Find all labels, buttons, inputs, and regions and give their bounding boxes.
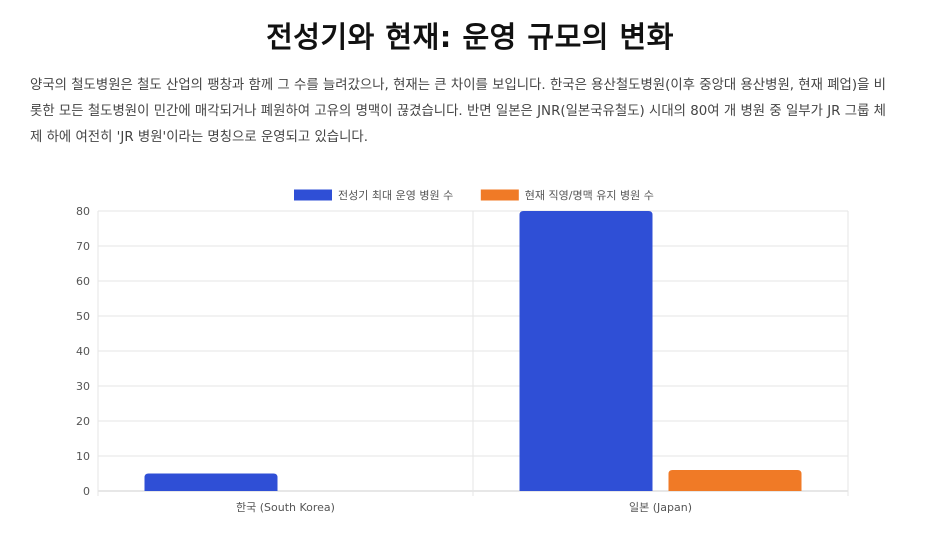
y-tick-label: 60 [76,275,90,288]
chart-container: 0 10 20 30 40 50 60 70 80 한국 (South Korea) 일본 (Jap… [0,180,940,532]
x-tick-label: 한국 (South Korea) [236,501,335,514]
bar-chart: 0 10 20 30 40 50 60 70 80 한국 (South Korea) 일본 (Jap… [76,189,849,514]
y-tick-label: 80 [76,205,90,218]
page-title: 전성기와 현재: 운영 규모의 변화 [266,20,674,54]
legend-label: 전성기 최대 운영 병원 수 [338,189,453,202]
x-tick-label: 일본 (Japan) [629,500,692,514]
bar [144,473,278,491]
y-tick-label: 50 [76,310,90,323]
bar [668,470,802,491]
y-tick-label: 40 [76,345,90,358]
y-tick-label: 20 [76,415,90,428]
intro-paragraph: 양국의 철도병원은 철도 산업의 팽창과 함께 그 수를 늘려갔으나, 현재는 … [30,78,886,145]
y-tick-label: 30 [76,380,90,393]
y-tick-label: 0 [83,485,90,498]
legend-swatch [480,189,519,201]
y-tick-label: 10 [76,450,90,463]
legend-swatch [294,189,332,201]
y-tick-label: 70 [76,240,90,253]
bar [519,211,653,491]
legend-label: 현재 직영/명맥 유지 병원 수 [525,189,654,202]
